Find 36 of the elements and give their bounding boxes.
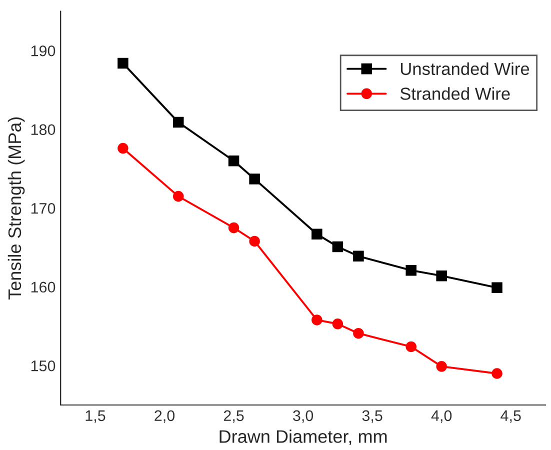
x-tick-label: 4,5: [500, 410, 521, 423]
x-tick-label: 2,0: [154, 410, 175, 423]
point: [249, 174, 260, 184]
point: [172, 116, 184, 128]
point: [436, 270, 447, 282]
x-tick-label: 4,0: [431, 410, 452, 423]
point: [353, 328, 364, 339]
point: [228, 155, 240, 166]
point: [332, 241, 344, 252]
point: [332, 318, 344, 330]
point: [312, 228, 322, 240]
y-tick-label: 170: [31, 202, 56, 214]
x-tick-label: 3,0: [293, 410, 314, 423]
legend-label: Unstranded Wire: [400, 62, 530, 76]
x-tick-label: 2,5: [224, 410, 244, 423]
y-tick-label: 150: [31, 360, 56, 372]
x-tick-label: 3,5: [362, 410, 382, 423]
point: [172, 190, 184, 202]
y-tick-label: 180: [31, 124, 56, 136]
point: [228, 222, 240, 234]
point: [249, 236, 260, 247]
point: [312, 314, 322, 326]
point: [353, 250, 364, 262]
y-axis-title: Tensile Strength (MPa): [8, 117, 25, 300]
point: [406, 264, 416, 276]
point: [406, 341, 416, 352]
y-tick-label: 190: [31, 45, 56, 56]
x-axis-title: Drawn Diameter, mm: [220, 430, 387, 446]
y-tick-label: 160: [31, 282, 56, 293]
point: [118, 58, 128, 69]
point: [118, 142, 128, 154]
point: [492, 282, 502, 294]
point: [492, 368, 502, 379]
legend-label: Stranded Wire: [400, 87, 510, 100]
point: [436, 361, 447, 372]
x-tick-label: 1,5: [86, 410, 106, 423]
